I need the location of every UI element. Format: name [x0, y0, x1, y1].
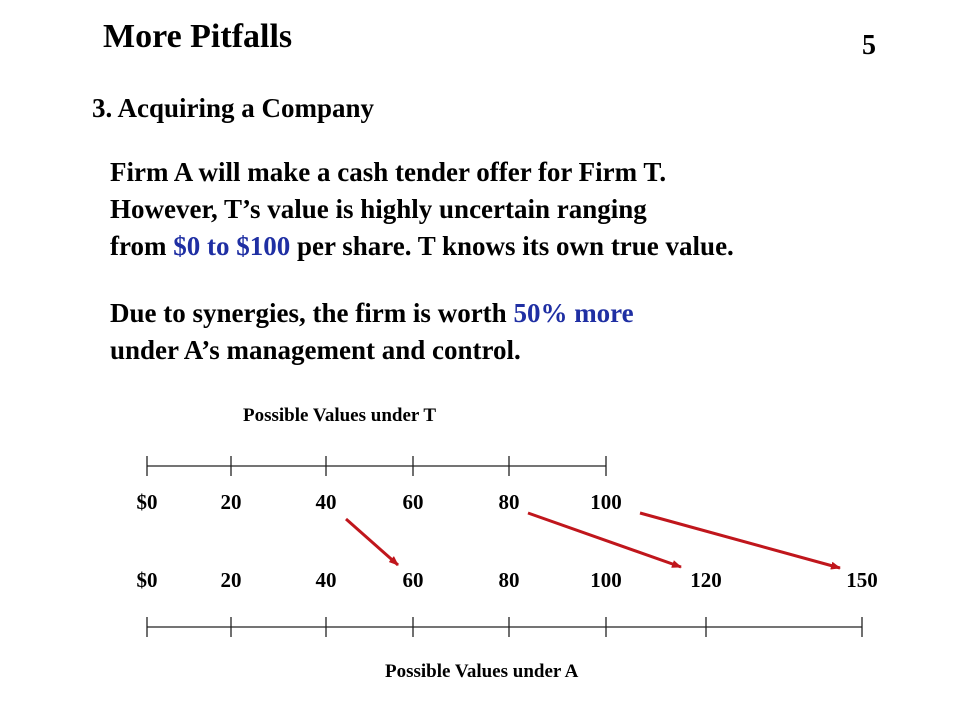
paragraph-synergy: Due to synergies, the firm is worth 50% … — [110, 295, 634, 369]
section-heading: 3. Acquiring a Company — [92, 93, 375, 123]
top-number-line — [146, 456, 607, 476]
arrow-80-to-120 — [527, 511, 682, 569]
top-tick-label: 100 — [590, 490, 622, 514]
paragraph-offer-line-2: However, T’s value is highly uncertain r… — [110, 194, 647, 224]
arrow-100-to-150 — [639, 511, 841, 570]
arrow-40-to-60 — [345, 517, 399, 567]
top-tick-label: 40 — [315, 490, 337, 514]
bottom-tick-label: 20 — [220, 568, 242, 592]
value-range-highlight: $0 to $100 — [173, 231, 291, 261]
line-3-prefix: from — [110, 231, 174, 261]
top-tick-label: 20 — [220, 490, 242, 514]
line-3-suffix: per share. T knows its own true value. — [290, 231, 734, 261]
top-tick-label: 60 — [402, 490, 424, 514]
paragraph-offer-line-1: Firm A will make a cash tender offer for… — [110, 157, 667, 187]
top-axis-title: Possible Values under T — [243, 405, 437, 426]
slide-number: 5 — [862, 30, 876, 61]
bottom-tick-label: $0 — [136, 568, 158, 592]
paragraph-offer-line-3: from $0 to $100 per share. T knows its o… — [110, 228, 734, 265]
paragraph-synergy-line-2: under A’s management and control. — [110, 335, 521, 365]
paragraph-offer: Firm A will make a cash tender offer for… — [110, 154, 734, 265]
paragraph-synergy-line-1: Due to synergies, the firm is worth 50% … — [110, 295, 634, 332]
bottom-tick-label: 80 — [498, 568, 520, 592]
top-tick-label: $0 — [136, 490, 158, 514]
slide-title: More Pitfalls — [103, 18, 293, 55]
synergy-prefix: Due to synergies, the firm is worth — [110, 298, 514, 328]
bottom-axis-title: Possible Values under A — [385, 661, 579, 682]
top-tick-label: 80 — [498, 490, 520, 514]
bottom-tick-label: 150 — [846, 568, 878, 592]
synergy-highlight: 50% more — [513, 298, 634, 328]
bottom-tick-label: 100 — [590, 568, 622, 592]
bottom-number-line — [146, 617, 863, 637]
bottom-tick-label: 60 — [402, 568, 424, 592]
bottom-tick-label: 120 — [690, 568, 722, 592]
bottom-tick-label: 40 — [315, 568, 337, 592]
